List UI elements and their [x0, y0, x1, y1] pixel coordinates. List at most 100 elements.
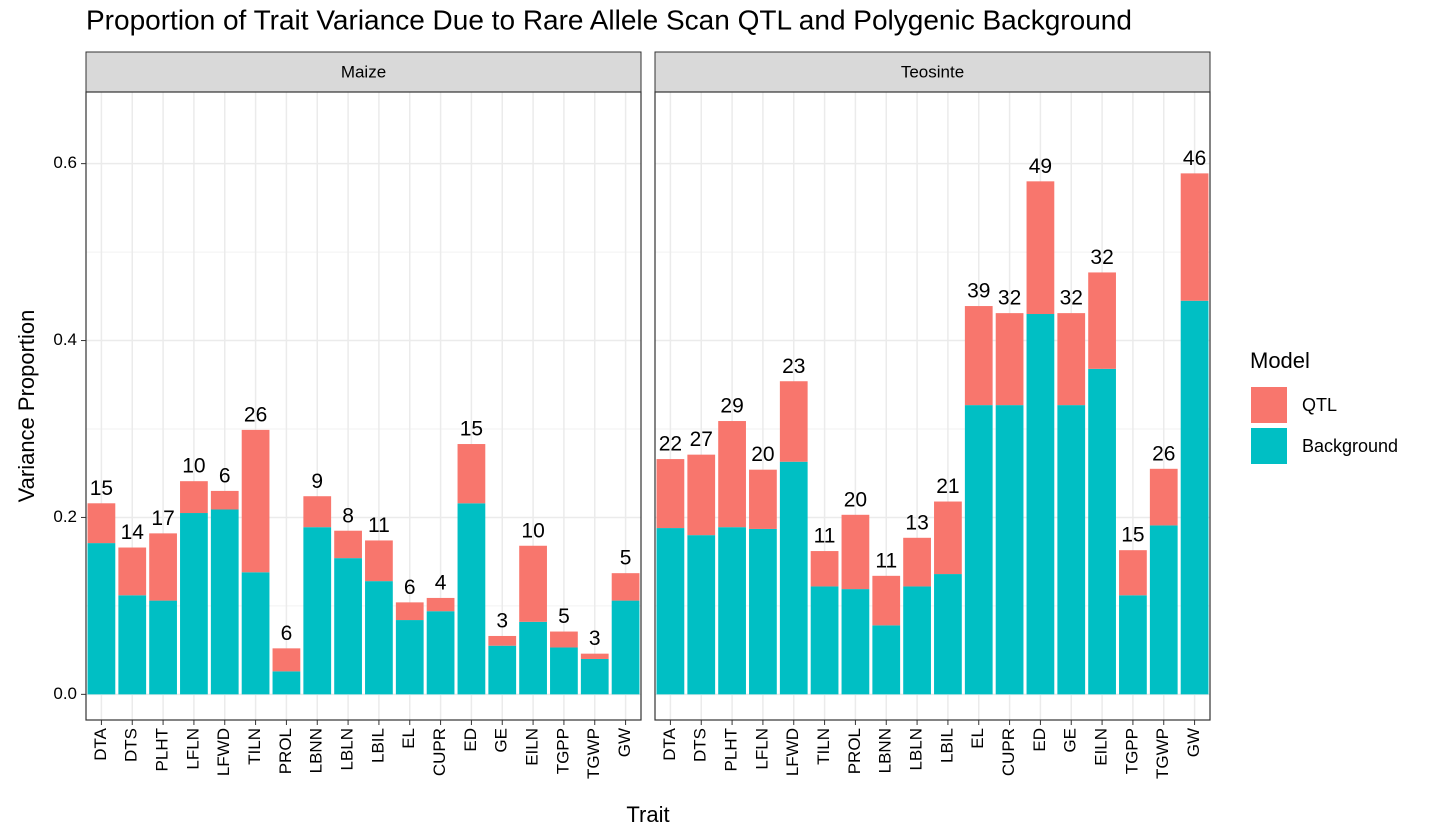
bar-top-label: 6	[404, 576, 416, 599]
bar-top-label: 15	[90, 477, 113, 500]
bar-segment	[457, 503, 486, 695]
bar-top-label: 11	[875, 549, 897, 572]
x-tick-label: LFWD	[783, 728, 802, 776]
x-tick-label: PLHT	[153, 728, 172, 771]
bar-top-label: 21	[936, 475, 959, 498]
bar-segment	[519, 545, 547, 622]
x-tick-label: LBLN	[907, 728, 926, 771]
bar-top-label: 3	[589, 627, 601, 650]
bar-segment	[656, 528, 685, 695]
bar-segment	[1057, 313, 1086, 406]
x-tick-label: LBIL	[937, 728, 956, 763]
bar-segment	[1149, 525, 1178, 695]
x-tick-label: ED	[461, 728, 480, 752]
x-tick-label: LBNN	[876, 728, 895, 773]
bar-top-label: 23	[782, 355, 805, 378]
bar-segment	[395, 602, 424, 621]
bar-top-label: 32	[1060, 287, 1083, 310]
legend-label: Background	[1302, 436, 1398, 456]
x-tick-label: CUPR	[430, 728, 449, 776]
bar-top-label: 3	[496, 610, 508, 633]
bar-segment	[272, 648, 301, 672]
bar-segment	[149, 533, 177, 601]
bar-segment	[210, 490, 239, 510]
bar-segment	[903, 537, 931, 587]
bar-segment	[718, 527, 746, 695]
bar-segment	[1057, 405, 1086, 695]
x-tick-label: LBLN	[338, 728, 357, 771]
bar-top-label: 11	[814, 525, 836, 548]
bar-segment	[656, 459, 685, 529]
legend-title: Model	[1250, 348, 1310, 373]
y-axis-label: Variance Proportion	[14, 310, 39, 503]
bar-segment	[241, 572, 270, 695]
panel-border	[654, 91, 1211, 721]
bar-segment	[1119, 550, 1147, 596]
bar-segment	[550, 647, 578, 695]
x-tick-label: EILN	[1092, 728, 1111, 766]
bar-segment	[334, 530, 362, 559]
bar-segment	[934, 574, 962, 695]
x-tick-label: TILN	[245, 728, 264, 765]
x-tick-label: GW	[615, 728, 634, 757]
bar-top-label: 39	[967, 280, 990, 303]
bar-segment	[1026, 314, 1055, 695]
bar-segment	[1180, 173, 1209, 301]
bar-top-label: 26	[244, 403, 267, 426]
bar-segment	[210, 509, 239, 695]
bar-segment	[872, 575, 901, 626]
bar-segment	[303, 527, 332, 695]
bar-top-label: 17	[151, 507, 174, 530]
bar-segment	[810, 551, 839, 587]
bar-segment	[519, 621, 547, 695]
bar-segment	[841, 514, 870, 590]
x-tick-label: PROL	[845, 728, 864, 774]
x-tick-label: DTA	[660, 727, 679, 760]
bar-segment	[1119, 595, 1147, 695]
bar-segment	[426, 597, 455, 612]
bar-top-label: 32	[998, 287, 1021, 310]
bar-segment	[87, 543, 116, 695]
bar-top-label: 32	[1090, 246, 1113, 269]
bar-segment	[365, 581, 393, 695]
legend-label: QTL	[1302, 395, 1337, 415]
y-tick-label: 0.0	[53, 684, 77, 703]
x-tick-label: PROL	[276, 728, 295, 774]
bar-segment	[180, 513, 208, 695]
x-tick-label: DTS	[122, 728, 141, 762]
x-tick-label: ED	[1030, 728, 1049, 752]
bar-segment	[149, 600, 177, 695]
bar-segment	[580, 653, 609, 659]
bar-segment	[841, 589, 870, 695]
y-tick-label: 0.6	[53, 153, 77, 172]
bar-segment	[334, 558, 362, 695]
bar-segment	[118, 595, 147, 695]
x-tick-label: EILN	[523, 728, 542, 766]
bar-segment	[272, 671, 301, 695]
bar-segment	[687, 535, 716, 695]
bar-segment	[903, 586, 931, 695]
x-tick-label: TGPP	[1122, 728, 1141, 774]
legend-key	[1251, 428, 1287, 464]
bar-segment	[488, 645, 517, 695]
facet-label: Teosinte	[901, 62, 964, 81]
bar-segment	[687, 454, 716, 536]
strip	[654, 51, 1211, 93]
bar-top-label: 49	[1029, 155, 1052, 178]
bar-segment	[1026, 181, 1055, 315]
bar-segment	[118, 547, 147, 596]
bar-top-label: 20	[751, 443, 774, 466]
bar-top-label: 15	[460, 418, 483, 441]
bar-segment	[241, 429, 270, 573]
bar-segment	[426, 611, 455, 695]
x-tick-label: TILN	[814, 728, 833, 765]
bar-segment	[810, 586, 839, 695]
bar-segment	[1088, 368, 1116, 695]
bar-top-label: 26	[1152, 442, 1175, 465]
bar-segment	[1088, 272, 1116, 369]
bar-segment	[964, 306, 993, 406]
bar-segment	[995, 313, 1024, 406]
x-tick-label: LBIL	[368, 728, 387, 763]
bar-top-label: 15	[1121, 524, 1144, 547]
